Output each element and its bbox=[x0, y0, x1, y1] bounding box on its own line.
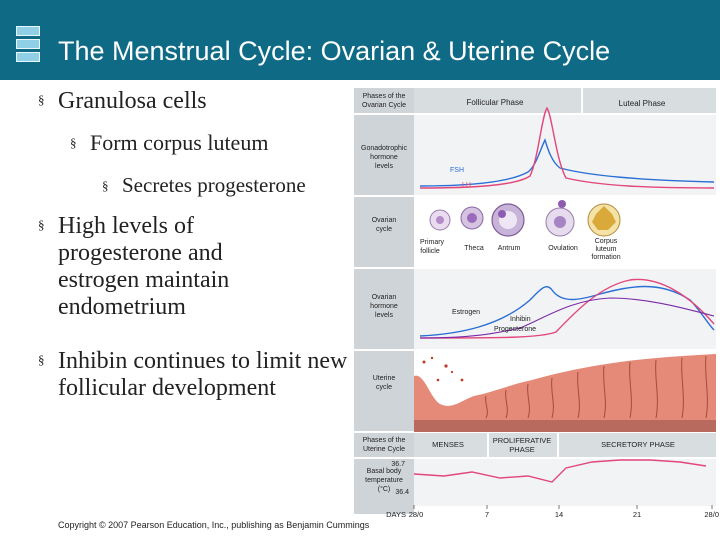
temperature-curve bbox=[413, 459, 707, 483]
row-label-phases-ovarian: Phases of the Ovarian Cycle bbox=[362, 93, 406, 109]
primary-follicle-icon bbox=[429, 209, 451, 231]
label-column bbox=[354, 88, 414, 514]
row-label-gonadotrophic: Gonadotrophic hormone levels bbox=[361, 145, 407, 170]
row-label-bbt: Basal body temperature (°C) bbox=[365, 468, 403, 493]
bullet-progesterone: § Secretes progesterone bbox=[102, 173, 306, 197]
follicular-phase-label: Follicular Phase bbox=[467, 98, 524, 107]
bullet-inhibin: § Inhibin continues to limit new follicul… bbox=[38, 348, 348, 402]
inhibin-label: Inhibin bbox=[510, 316, 531, 323]
theca-follicle-icon bbox=[460, 206, 484, 230]
proliferative-label: PROLIFERATIVE PHASE bbox=[493, 436, 552, 454]
title-bar: The Menstrual Cycle: Ovarian & Uterine C… bbox=[0, 0, 720, 80]
day-tick-28: 28/0 bbox=[704, 510, 719, 519]
stage-theca: Theca bbox=[464, 245, 484, 252]
luteal-phase-label: Luteal Phase bbox=[619, 99, 666, 108]
lh-label: LH bbox=[462, 182, 471, 189]
menses-shedding bbox=[422, 356, 464, 382]
corpus-luteum-icon bbox=[587, 203, 621, 237]
fsh-label: FSH bbox=[450, 167, 464, 174]
lh-curve bbox=[419, 106, 715, 189]
slide-logo-icon bbox=[16, 26, 40, 64]
progesterone-curve bbox=[419, 278, 715, 339]
row-label-uterine-cycle: Uterine cycle bbox=[373, 375, 396, 391]
bullet-granulosa: § Granulosa cells bbox=[38, 88, 207, 114]
ovulation-follicle-icon bbox=[545, 200, 575, 237]
endometrial-glands bbox=[485, 355, 708, 419]
stage-antrum: Antrum bbox=[498, 245, 521, 252]
temperature-panel bbox=[414, 458, 716, 506]
row-label-ovarian-cycle: Ovarian cycle bbox=[372, 217, 397, 233]
copyright-notice: Copyright © 2007 Pearson Education, Inc.… bbox=[58, 520, 370, 530]
myometrium-layer bbox=[414, 420, 716, 432]
menses-label: MENSES bbox=[432, 440, 464, 449]
row-label-phases-uterine: Phases of the Uterine Cycle bbox=[363, 437, 406, 453]
bullet-high-levels: § High levels of progesterone and estroge… bbox=[38, 213, 230, 321]
antrum-follicle-icon bbox=[491, 203, 525, 237]
uterine-phase-band bbox=[414, 432, 716, 458]
gonadotrophic-panel bbox=[414, 114, 716, 196]
slide-title: The Menstrual Cycle: Ovarian & Uterine C… bbox=[58, 36, 611, 66]
temp-tick-high: 36.7 bbox=[391, 461, 405, 468]
day-tick-21: 21 bbox=[633, 510, 641, 519]
endometrium-lining bbox=[414, 354, 716, 420]
menstrual-cycle-figure: Phases of the Ovarian Cycle Gonadotrophic… bbox=[354, 88, 719, 519]
stage-ovulation: Ovulation bbox=[548, 245, 578, 252]
fsh-curve bbox=[419, 138, 715, 187]
estrogen-label: Estrogen bbox=[452, 309, 480, 316]
row-label-ovarian-hormone: Ovarian hormone levels bbox=[370, 294, 398, 319]
inhibin-curve bbox=[419, 297, 715, 339]
bullet-corpus-luteum: § Form corpus luteum bbox=[70, 130, 269, 155]
day-tick-0: 28/0 bbox=[409, 510, 424, 519]
day-tick-7: 7 bbox=[485, 510, 489, 519]
temp-tick-low: 36.4 bbox=[395, 489, 409, 496]
day-tick-14: 14 bbox=[555, 510, 563, 519]
stage-primary-follicle: Primary follicle bbox=[420, 239, 445, 255]
stage-corpus-luteum: Corpus luteum formation bbox=[591, 238, 620, 261]
progesterone-label: Progesterone bbox=[494, 326, 536, 333]
days-label: DAYS bbox=[386, 510, 406, 519]
secretory-label: SECRETORY PHASE bbox=[601, 440, 675, 449]
ovarian-phase-band bbox=[414, 88, 716, 114]
